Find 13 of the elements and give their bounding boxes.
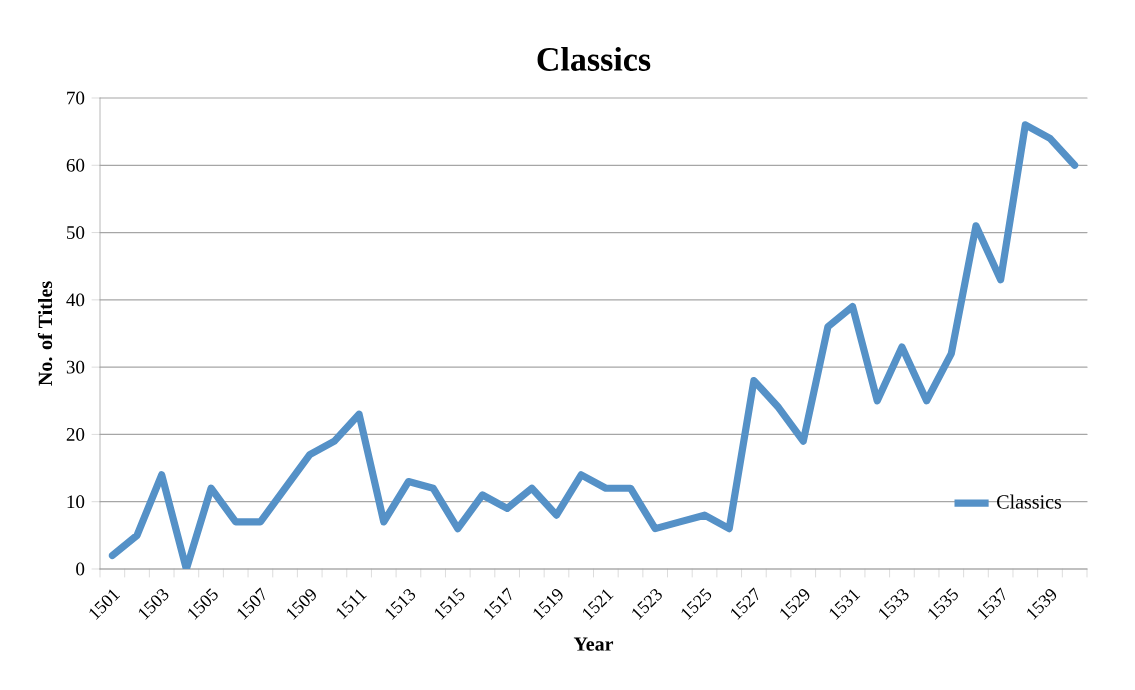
x-tick-label: 1511	[336, 589, 367, 620]
y-tick-label: 70	[67, 91, 85, 105]
legend-label: Classics	[997, 494, 1062, 509]
y-tick-label: 60	[66, 158, 85, 172]
chart-title: Classics	[537, 47, 651, 71]
y-axis-title: No. of Titles	[37, 281, 53, 386]
y-tick-label: 30	[66, 360, 85, 374]
y-tick-label: 20	[66, 428, 85, 441]
y-tick-label: 40	[66, 293, 85, 307]
y-tick-label: 10	[67, 495, 85, 509]
y-tick-label: 50	[67, 226, 85, 239]
y-tick-label: 0	[76, 562, 85, 576]
x-axis-title: Year	[573, 637, 614, 651]
